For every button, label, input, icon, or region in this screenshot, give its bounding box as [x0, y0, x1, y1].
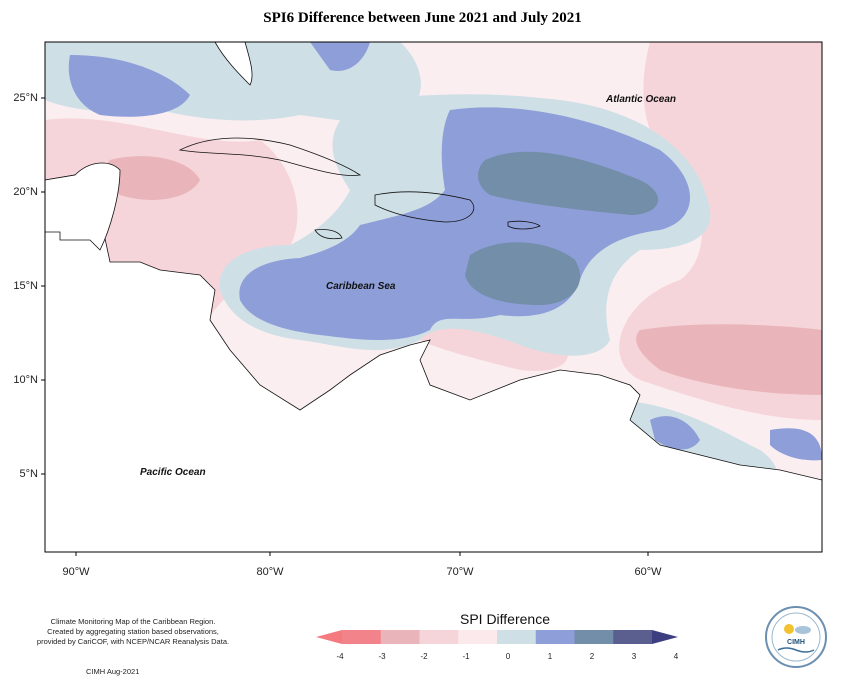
strong-positive-north — [310, 42, 370, 71]
colorbar-tick-label: -4 — [336, 652, 344, 661]
very-strong-positive-south — [465, 242, 581, 305]
legend-title: SPI Difference — [459, 611, 550, 627]
lat-tick-15n: 15°N — [13, 280, 38, 292]
colorbar-tick-label: -3 — [378, 652, 386, 661]
credits-line-1: Climate Monitoring Map of the Caribbean … — [50, 617, 216, 626]
colorbar-tick-label: 1 — [547, 652, 553, 661]
colorbar-tick-label: 3 — [631, 652, 637, 661]
yucatan-landmass — [45, 162, 121, 251]
colorbar-tick-label: 2 — [589, 652, 595, 661]
credits-line-2: Created by aggregating station based obs… — [47, 627, 219, 636]
atlantic-ocean-label: Atlantic Ocean — [606, 94, 677, 105]
credits-block: Climate Monitoring Map of the Caribbean … — [28, 617, 238, 647]
map-frame — [44, 41, 823, 553]
strong-positive-east — [770, 428, 822, 461]
lat-tick-25n: 25°N — [13, 92, 38, 104]
south-central-america-landmass — [45, 174, 822, 552]
strong-positive-gulf — [68, 55, 190, 117]
lon-tick-70w: 70°W — [446, 566, 474, 578]
colorbar-tick-label: -1 — [462, 652, 470, 661]
colorbar-tick-label: 0 — [505, 652, 511, 661]
hispaniola-outline — [374, 191, 475, 223]
lon-tick-90w: 90°W — [62, 566, 90, 578]
florida-landmass — [214, 42, 253, 86]
negative-region-east — [636, 324, 822, 395]
credits-date: CIMH Aug-2021 — [86, 667, 140, 676]
pacific-ocean-label: Pacific Ocean — [140, 467, 206, 478]
caribbean-sea-label: Caribbean Sea — [326, 281, 396, 292]
lon-tick-60w: 60°W — [634, 566, 662, 578]
lat-tick-10n: 10°N — [13, 374, 38, 386]
very-strong-positive-north — [478, 151, 659, 215]
coastlines — [45, 42, 822, 552]
lat-tick-20n: 20°N — [13, 186, 38, 198]
credits-line-3: provided by CariCOF, with NCEP/NCAR Rean… — [36, 637, 230, 646]
colorbar-tick-label: -2 — [420, 652, 428, 661]
strong-positive-guyana — [650, 416, 700, 450]
puerto-rico-outline — [507, 220, 541, 230]
jamaica-outline — [314, 229, 343, 240]
map-title: SPI6 Difference between June 2021 and Ju… — [263, 10, 582, 26]
lat-tick-5n: 5°N — [19, 468, 38, 480]
negative-region-yucatan — [103, 156, 200, 200]
lon-tick-80w: 80°W — [256, 566, 284, 578]
cuba-outline — [178, 137, 362, 176]
negative-region-atlantic — [619, 42, 822, 420]
colorbar-tick-label: 4 — [673, 652, 679, 661]
